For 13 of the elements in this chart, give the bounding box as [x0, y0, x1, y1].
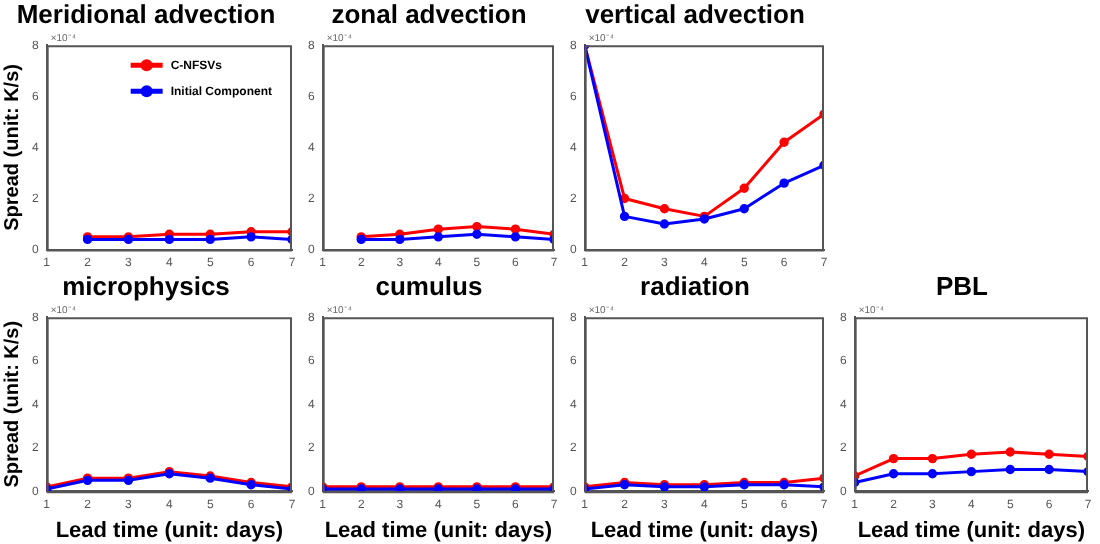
- y-axis-title: Spread (unit: K/s): [1, 64, 24, 231]
- chart-title: PBL: [936, 270, 989, 301]
- x-axis-title: Lead time (unit: days): [590, 518, 819, 543]
- x-axis-title: Lead time (unit: days): [55, 518, 284, 543]
- chart-title: zonal advection: [331, 0, 527, 29]
- chart-title: vertical advection: [585, 0, 805, 29]
- y-axis-title: Spread (unit: K/s): [1, 320, 24, 488]
- chart-title: cumulus: [375, 270, 483, 301]
- chart-title: microphysics: [62, 270, 230, 301]
- x-axis-title: Lead time (unit: days): [857, 518, 1086, 543]
- x-axis-title: Lead time (unit: days): [324, 518, 553, 543]
- chart-title: Meridional advection: [16, 0, 276, 29]
- chart-title: radiation: [640, 270, 750, 301]
